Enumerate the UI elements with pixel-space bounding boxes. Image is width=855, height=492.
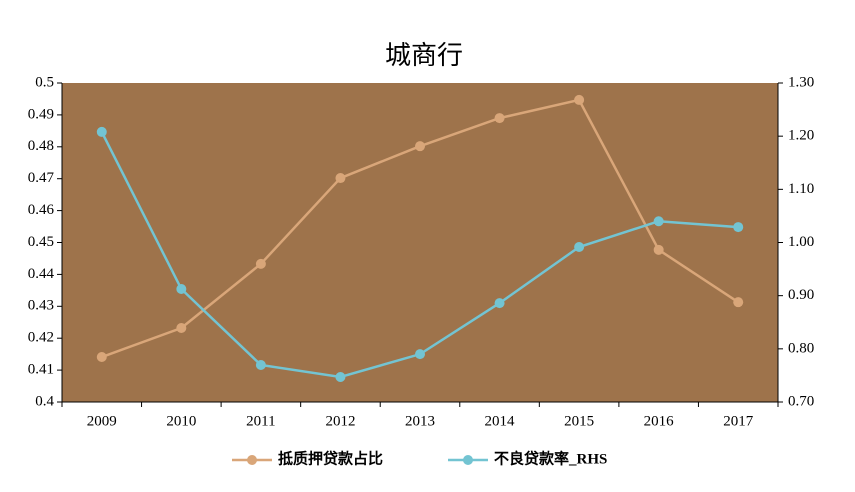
- x-tick-label: 2009: [87, 413, 117, 429]
- y2-tick-label: 0.80: [788, 340, 814, 356]
- y-tick-label: 0.4: [35, 393, 54, 409]
- y-tick-label: 0.49: [28, 106, 54, 122]
- plot-area: [62, 83, 778, 402]
- marker: [494, 298, 505, 309]
- y-tick-label: 0.46: [28, 202, 55, 218]
- x-tick-label: 2017: [723, 413, 754, 429]
- legend-label: 不良贷款率_RHS: [494, 449, 607, 467]
- marker: [494, 113, 505, 124]
- marker: [255, 359, 266, 370]
- legend-label: 抵质押贷款占比: [278, 449, 383, 467]
- marker: [574, 242, 585, 253]
- x-tick-label: 2015: [564, 413, 594, 429]
- y-tick-label: 0.42: [28, 330, 54, 346]
- x-tick-label: 2010: [166, 413, 196, 429]
- marker: [653, 216, 664, 227]
- y-tick-label: 0.48: [28, 138, 54, 154]
- x-tick-label: 2011: [246, 413, 275, 429]
- x-tick-label: 2016: [644, 413, 675, 429]
- y2-tick-label: 1.10: [788, 181, 814, 197]
- y-tick-label: 0.44: [28, 266, 55, 282]
- marker: [96, 352, 107, 363]
- marker: [574, 94, 585, 105]
- y2-tick-label: 1.20: [788, 128, 814, 144]
- y2-tick-label: 0.90: [788, 287, 814, 303]
- y2-tick-label: 1.30: [788, 74, 814, 90]
- chart-title: 城商行: [385, 41, 463, 70]
- marker: [653, 244, 664, 255]
- marker: [415, 141, 425, 152]
- y-tick-label: 0.45: [28, 234, 54, 250]
- marker: [415, 349, 425, 360]
- legend-marker: [247, 455, 257, 465]
- legend-marker: [463, 455, 473, 465]
- y-tick-label: 0.41: [28, 362, 54, 378]
- y2-tick-label: 1.00: [788, 234, 814, 250]
- marker: [255, 258, 266, 269]
- marker: [335, 372, 346, 383]
- marker: [335, 173, 346, 184]
- x-tick-label: 2014: [485, 413, 516, 429]
- y-tick-label: 0.47: [28, 170, 55, 186]
- y-tick-label: 0.5: [35, 74, 54, 90]
- x-tick-label: 2013: [405, 413, 435, 429]
- y-tick-label: 0.43: [28, 298, 54, 314]
- marker: [733, 222, 744, 233]
- marker: [176, 322, 187, 333]
- x-tick-label: 2012: [325, 413, 355, 429]
- y2-tick-label: 0.70: [788, 393, 814, 409]
- marker: [96, 126, 107, 137]
- marker: [733, 297, 744, 308]
- marker: [176, 284, 187, 295]
